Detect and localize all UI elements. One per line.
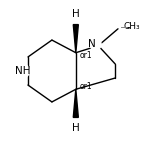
Text: —: —	[121, 24, 128, 30]
Circle shape	[71, 14, 81, 24]
Circle shape	[90, 39, 101, 50]
Text: or1: or1	[80, 82, 93, 91]
Text: —: —	[121, 23, 129, 32]
Text: CH₃: CH₃	[124, 21, 140, 31]
Text: N: N	[88, 39, 95, 49]
Circle shape	[71, 118, 81, 128]
Text: NH: NH	[15, 66, 30, 76]
Text: H: H	[72, 123, 80, 133]
Polygon shape	[73, 89, 78, 117]
Text: —: —	[119, 26, 126, 32]
Polygon shape	[73, 25, 78, 53]
Text: —: —	[121, 22, 131, 32]
Circle shape	[15, 64, 29, 78]
Text: H: H	[72, 9, 80, 19]
Text: or1: or1	[80, 51, 93, 60]
